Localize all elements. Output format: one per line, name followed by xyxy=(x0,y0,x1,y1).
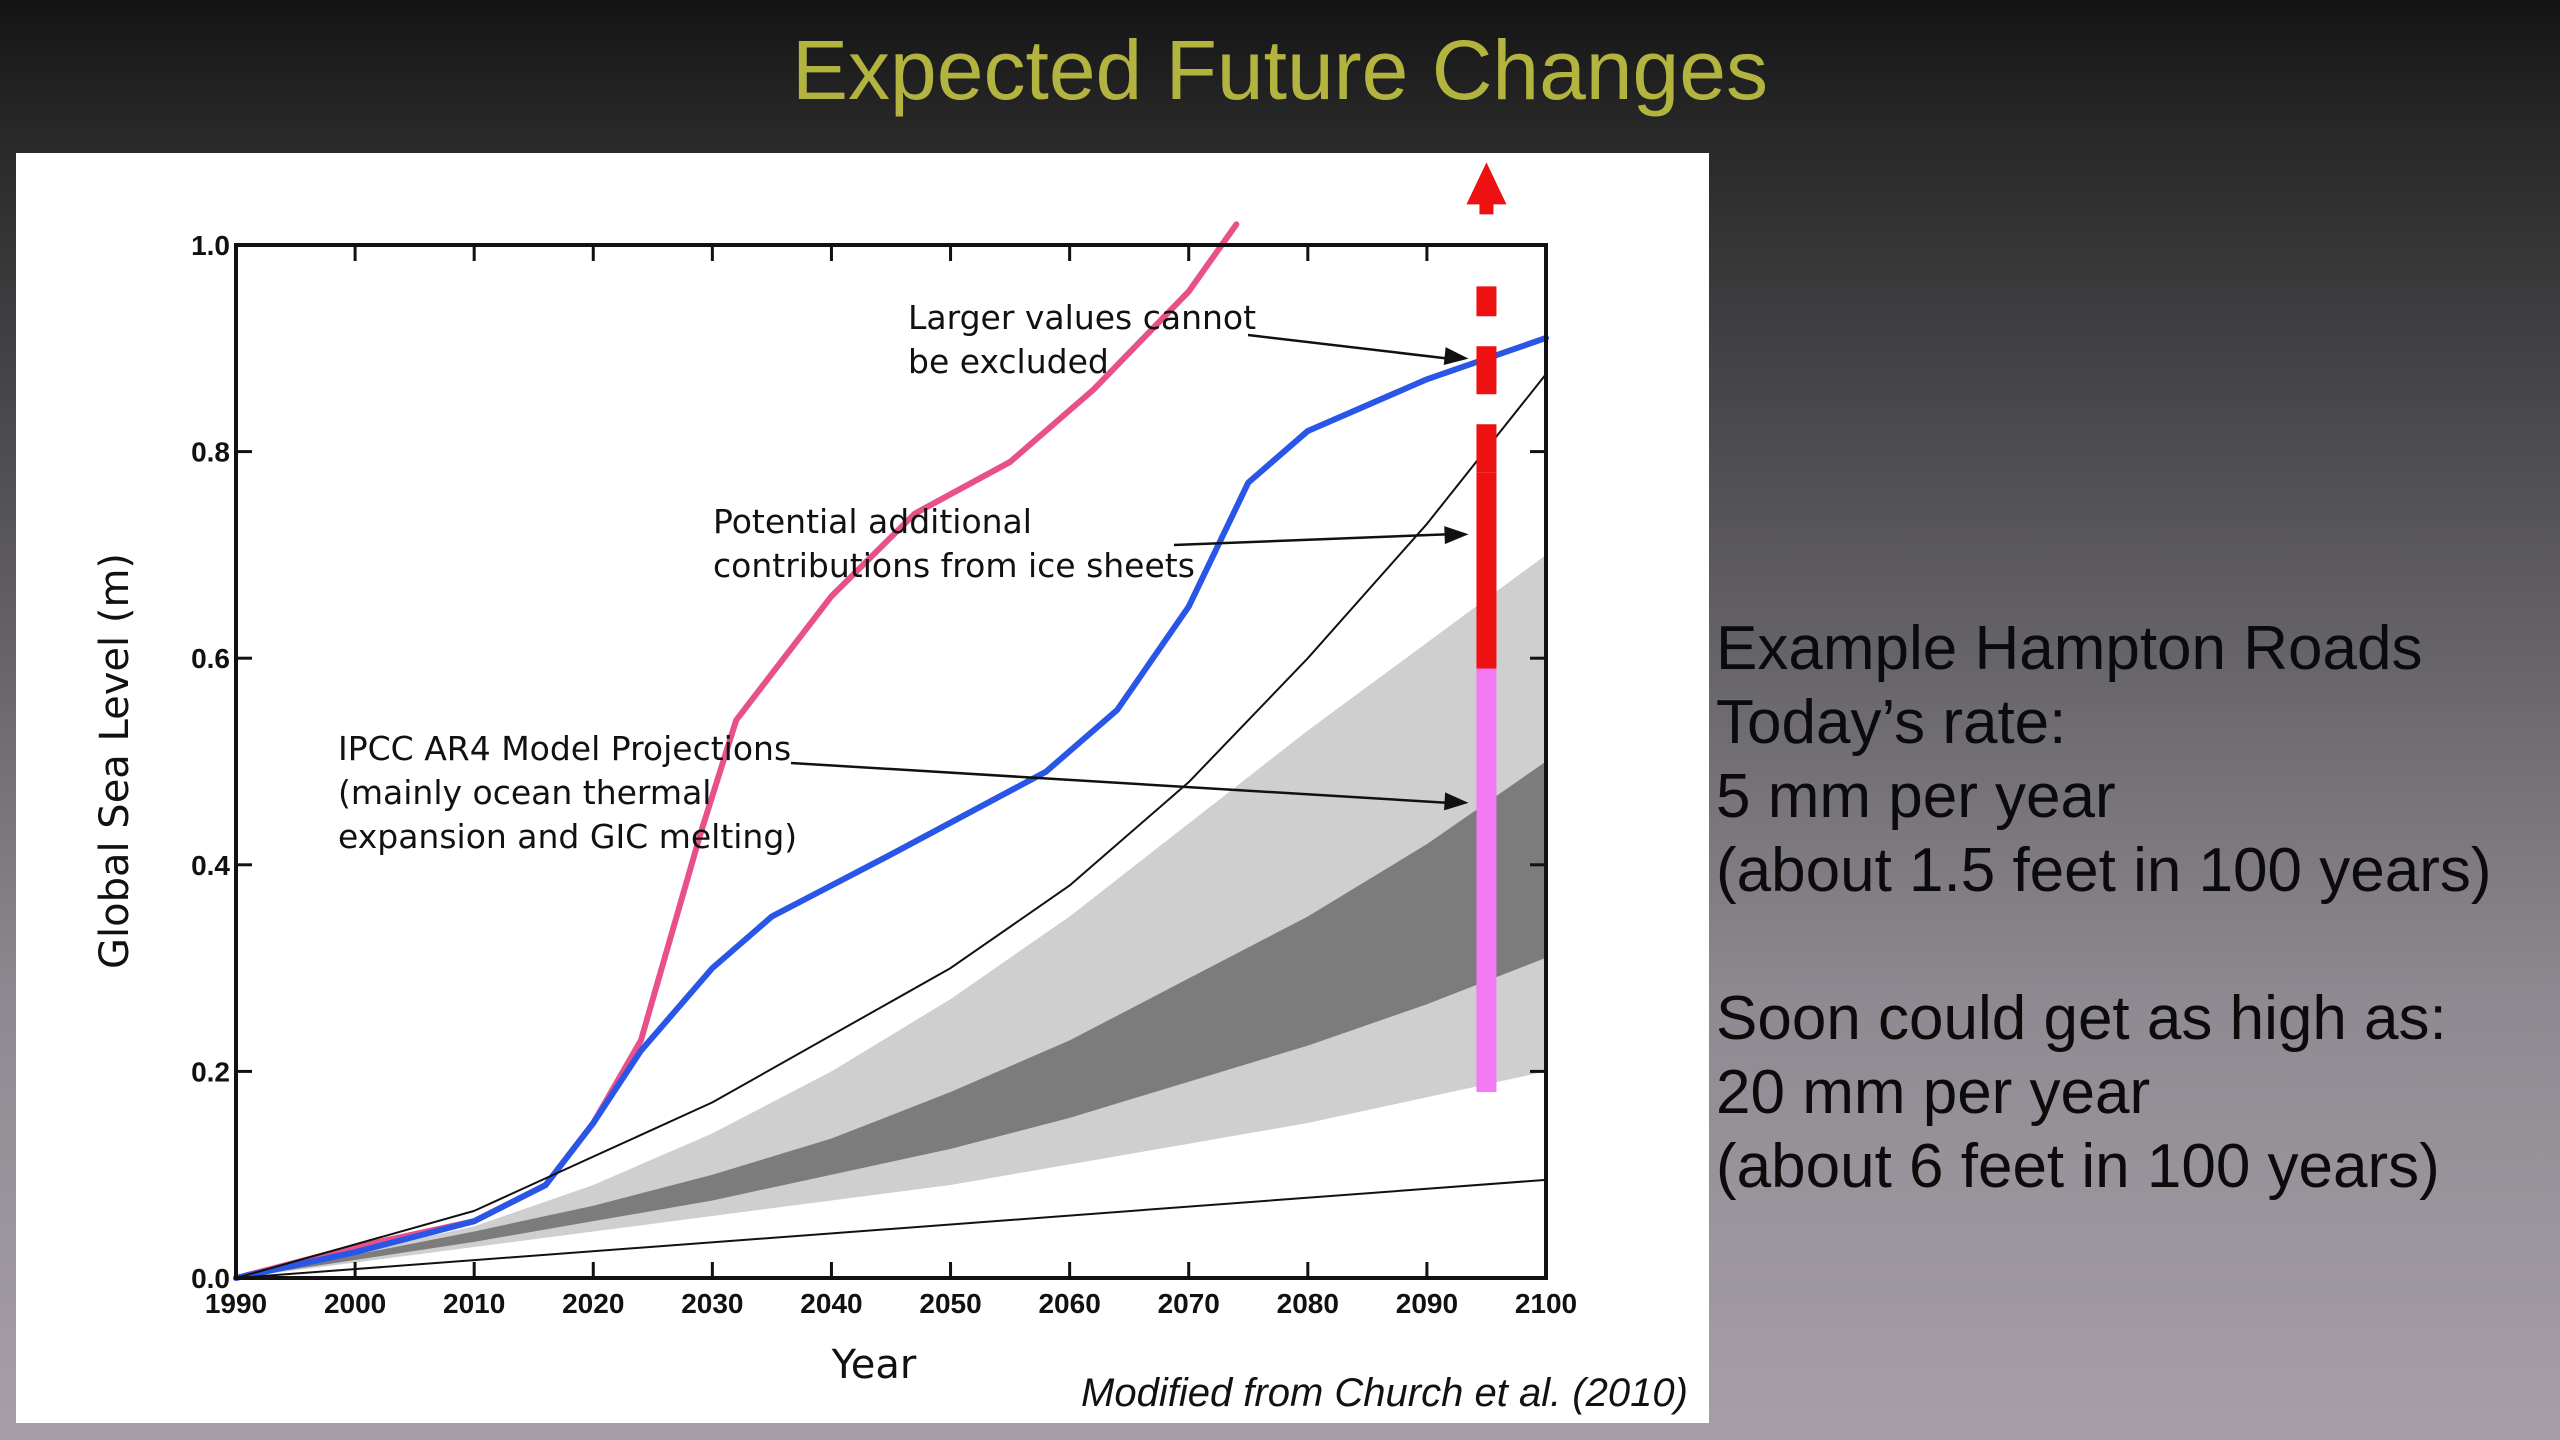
band-dark-1 xyxy=(236,761,1546,1278)
annotation-2-line1: Potential additional xyxy=(713,502,1032,541)
chart-panel: 1990 2000 2010 2020 2030 2040 2050 2060 2070 2080… xyxy=(16,153,1709,1423)
source-credit: Modified from Church et al. (2010) xyxy=(1081,1371,1688,1415)
y-tick-label: 0.8 xyxy=(191,437,230,468)
y-tick-label: 0.4 xyxy=(191,850,230,881)
x-tick-label: 2070 xyxy=(1158,1288,1220,1319)
annotation-arrow-line xyxy=(790,761,1449,805)
note-spacer xyxy=(1716,908,2536,982)
x-tick-label: 2080 xyxy=(1277,1288,1339,1319)
axis-ticks: 1990 2000 2010 2020 2030 2040 2050 2060 2070 2080… xyxy=(191,230,1577,1319)
sea-level-chart: 1990 2000 2010 2020 2030 2040 2050 2060 2070 2080… xyxy=(92,162,1688,1415)
arrowhead-icon xyxy=(1444,792,1469,811)
series-line-black-upper xyxy=(235,373,1547,1279)
note-line-7: (about 6 feet in 100 years) xyxy=(1716,1132,2440,1201)
x-tick-label: 2030 xyxy=(681,1288,743,1319)
up-arrow-stem xyxy=(1479,202,1494,215)
annotation-3-line2: (mainly ocean thermal xyxy=(338,773,711,812)
x-tick-label: 2090 xyxy=(1396,1288,1458,1319)
arrowhead-icon xyxy=(1443,347,1469,366)
band-light-0 xyxy=(236,554,1546,1278)
x-axis-label: Year xyxy=(831,1342,917,1388)
x-tick-label: 2000 xyxy=(324,1288,386,1319)
future-range-bar xyxy=(1466,162,1507,1093)
arrowhead-icon xyxy=(1444,526,1469,545)
annotations: Larger values cannot be excluded Potential… xyxy=(338,298,1469,856)
annotation-1-line2: be excluded xyxy=(908,342,1109,381)
x-tick-label: 2050 xyxy=(919,1288,981,1319)
x-tick-label: 2100 xyxy=(1515,1288,1577,1319)
hampton-roads-note: Example Hampton Roads Today’s rate: 5 mm… xyxy=(1716,612,2536,1204)
range-bar-magenta xyxy=(1476,668,1497,1093)
annotation-arrow-line xyxy=(1173,532,1449,547)
y-axis-label: Global Sea Level (m) xyxy=(92,553,138,969)
plot-frame xyxy=(234,243,1548,1280)
y-tick-label: 0.0 xyxy=(191,1263,230,1294)
y-tick-label: 1.0 xyxy=(191,230,230,261)
note-line-1: Example Hampton Roads xyxy=(1716,614,2423,683)
slide-title: Expected Future Changes xyxy=(792,23,1768,117)
annotation-1-line1: Larger values cannot xyxy=(908,298,1256,337)
annotation-3-line1: IPCC AR4 Model Projections xyxy=(338,729,791,768)
annotation-3-line3: expansion and GIC melting) xyxy=(338,817,797,856)
series-line-blue xyxy=(233,334,1549,1281)
x-tick-label: 1990 xyxy=(205,1288,267,1319)
x-tick-label: 2060 xyxy=(1038,1288,1100,1319)
note-line-2: Today’s rate: xyxy=(1716,688,2067,757)
projection-bands xyxy=(236,554,1546,1278)
series-line-black-lower xyxy=(235,1178,1547,1279)
y-tick-label: 0.2 xyxy=(191,1056,230,1087)
x-tick-label: 2020 xyxy=(562,1288,624,1319)
range-bar-red-solid xyxy=(1476,472,1497,669)
note-line-3: 5 mm per year xyxy=(1716,762,2116,831)
note-line-5: Soon could get as high as: xyxy=(1716,984,2447,1053)
annotation-arrow-line xyxy=(1247,333,1449,360)
note-line-4: (about 1.5 feet in 100 years) xyxy=(1716,836,2492,905)
annotation-2-line2: contributions from ice sheets xyxy=(713,546,1195,585)
y-tick-label: 0.6 xyxy=(191,643,230,674)
chart-axes xyxy=(234,243,1548,1280)
up-arrow-icon xyxy=(1466,162,1507,205)
chart-lines xyxy=(233,221,1549,1281)
note-line-6: 20 mm per year xyxy=(1716,1058,2151,1127)
x-tick-label: 2040 xyxy=(800,1288,862,1319)
x-tick-label: 2010 xyxy=(443,1288,505,1319)
